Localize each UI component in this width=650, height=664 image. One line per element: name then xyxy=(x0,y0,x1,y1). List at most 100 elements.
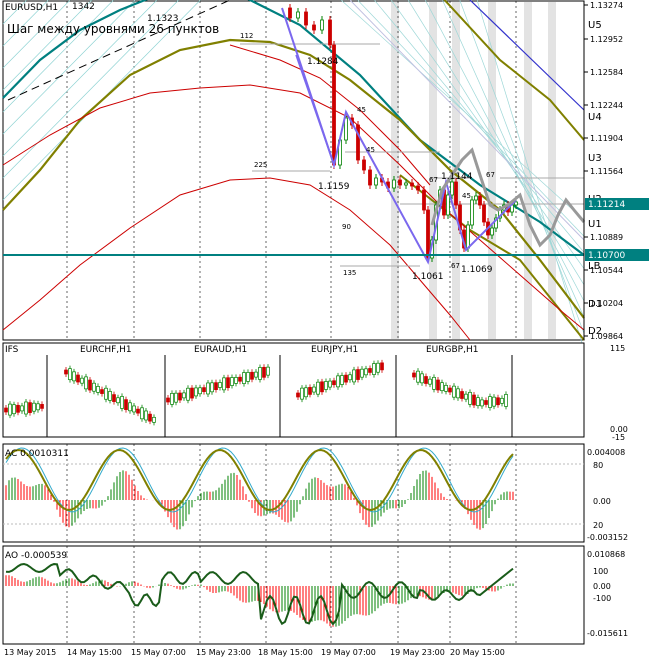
ifs-candle xyxy=(468,391,472,405)
ifs-candle xyxy=(448,387,452,393)
ifs-candle xyxy=(4,407,8,413)
ifs-candle xyxy=(178,392,182,401)
session-band xyxy=(391,2,399,339)
ifs-candle xyxy=(312,386,316,393)
ifs-candle xyxy=(250,371,254,380)
ifs-candle xyxy=(242,372,246,384)
current-price-label: 1.11214 xyxy=(588,200,625,210)
ifs-candle xyxy=(206,382,210,395)
ifs-axis-bottom: -15 xyxy=(612,433,625,442)
ifs-candle xyxy=(88,379,92,391)
channel-line xyxy=(357,0,585,237)
annotation-45b: 45 xyxy=(366,146,375,154)
ifs-symbol-eurchf: EURCHF,H1 xyxy=(80,345,132,355)
ifs-candle xyxy=(246,372,250,382)
annotation-11069: 1.1069 xyxy=(461,265,493,275)
annotation-135: 135 xyxy=(343,269,356,277)
channel-line xyxy=(2,0,158,157)
price-candle xyxy=(514,201,518,206)
lb-price-box xyxy=(585,249,649,261)
ifs-candle xyxy=(344,374,348,383)
ifs-candle xyxy=(76,374,80,383)
price-candle xyxy=(288,7,292,19)
ifs-candle xyxy=(332,380,336,386)
price-candle xyxy=(368,169,372,186)
ifs-candle xyxy=(28,402,32,413)
ifs-candle xyxy=(190,387,194,399)
level-label-u1: U1 xyxy=(588,219,602,230)
channel-line xyxy=(2,0,201,201)
ifs-candle xyxy=(412,372,416,378)
ifs-candle xyxy=(40,404,44,409)
main-price-pane[interactable]: EURUSD,H1 Шаг между уровнями 26 пунктов … xyxy=(2,0,586,350)
price-candle xyxy=(494,217,498,229)
ifs-candle xyxy=(296,392,300,398)
ifs-candle xyxy=(8,403,12,416)
price-candle xyxy=(392,179,396,189)
time-label: 13 May 2015 xyxy=(4,648,56,657)
channel-line xyxy=(424,0,585,302)
time-label: 14 May 15:00 xyxy=(67,648,122,657)
ifs-candle xyxy=(372,363,376,375)
ifs-candle xyxy=(380,362,384,371)
ifs-candle xyxy=(340,375,344,385)
ifs-candle xyxy=(112,394,116,402)
ifs-candle xyxy=(152,416,156,423)
ifs-candle xyxy=(328,380,332,388)
ifs-candle xyxy=(32,402,36,412)
ifs-pane[interactable]: IFS EURCHF,H1 EURAUD,H1 EURJPY,H1 EURGBP… xyxy=(2,342,628,442)
ifs-title: IFS xyxy=(5,345,19,355)
session-band xyxy=(524,2,532,339)
ifs-candle xyxy=(416,370,420,383)
annotation-45c: 45 xyxy=(462,192,471,200)
ifs-candle xyxy=(460,391,464,399)
ao-title: AO -0.000539 xyxy=(5,551,67,561)
ac-title: AC 0.0010311 xyxy=(5,449,69,459)
annotation-11061: 1.1061 xyxy=(412,272,444,282)
ac-axis-20: 20 xyxy=(593,521,603,530)
price-candle xyxy=(398,179,402,186)
olive-moving-average xyxy=(2,38,585,319)
ifs-candle xyxy=(324,381,328,390)
ifs-candle xyxy=(262,366,266,378)
ifs-candle xyxy=(368,368,372,373)
price-tick-label: 1.11904 xyxy=(590,134,623,143)
ifs-candle xyxy=(222,377,226,391)
price-tick-label: 1.12584 xyxy=(590,68,623,77)
ifs-candle xyxy=(132,405,136,413)
ifs-candle xyxy=(128,402,132,412)
ao-indicator-pane[interactable]: AO -0.000539 0.010868 100 0.00 -100 -0.0… xyxy=(2,545,628,645)
trend-dashed-line xyxy=(7,0,231,101)
ao-main-line xyxy=(5,562,514,626)
price-candle xyxy=(296,11,300,19)
level-label-d2: D2 xyxy=(588,326,602,337)
ifs-candle xyxy=(84,376,88,390)
ac-main-line xyxy=(5,449,514,512)
ifs-candle xyxy=(182,392,186,399)
price-tick-label: 1.11564 xyxy=(590,167,623,176)
price-candle xyxy=(344,117,348,141)
ifs-candle xyxy=(202,387,206,392)
red-envelope-mid xyxy=(229,44,431,186)
ifs-candle xyxy=(230,377,234,386)
ifs-candle xyxy=(266,366,270,376)
red-envelope-lower xyxy=(2,177,471,341)
ifs-candle xyxy=(352,369,356,383)
ifs-candle xyxy=(36,403,40,411)
ifs-candle xyxy=(218,382,222,388)
price-candle xyxy=(362,159,366,171)
ifs-candle xyxy=(504,394,508,407)
time-label: 19 May 23:00 xyxy=(390,648,445,657)
ac-axis-zero: 0.00 xyxy=(593,497,611,506)
ac-indicator-pane[interactable]: AC 0.0010311 0.004008 80 0.00 20 -0.0031… xyxy=(2,443,628,543)
annotation-112: 112 xyxy=(240,32,253,40)
ifs-candle xyxy=(428,378,432,385)
price-candle xyxy=(410,182,414,187)
channel-line xyxy=(442,0,585,318)
ac-axis-80: 80 xyxy=(593,461,603,470)
ifs-candle xyxy=(376,362,380,373)
ifs-candle xyxy=(136,408,140,414)
time-label: 15 May 23:00 xyxy=(196,648,251,657)
